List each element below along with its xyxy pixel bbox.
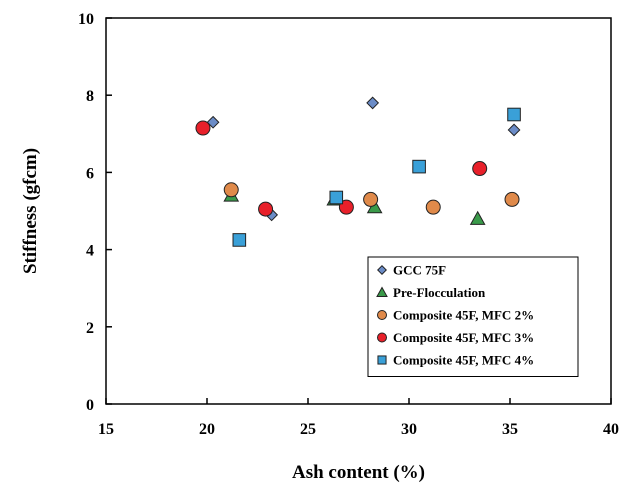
legend-marker-3 xyxy=(377,332,387,343)
y-tick-label: 2 xyxy=(86,320,94,337)
data-point-series-4-2 xyxy=(412,159,426,174)
legend-label: Pre-Flocculation xyxy=(393,285,486,300)
x-axis-title: Ash content (%) xyxy=(292,462,425,483)
y-tick-label: 6 xyxy=(86,165,94,182)
y-tick-label: 10 xyxy=(78,11,94,28)
legend-marker-2 xyxy=(377,310,387,320)
x-tick-label: 15 xyxy=(98,421,114,438)
x-tick-label: 30 xyxy=(401,421,417,438)
y-tick-label: 8 xyxy=(86,88,94,105)
legend-label: GCC 75F xyxy=(393,263,446,278)
plot-frame xyxy=(105,17,612,405)
x-tick-label: 40 xyxy=(603,421,619,438)
data-point-series-4-1 xyxy=(329,190,344,205)
x-tick-label: 35 xyxy=(502,421,518,438)
data-point-series-3-1 xyxy=(258,201,274,217)
y-tick-label: 0 xyxy=(86,397,94,414)
series-3 xyxy=(195,120,488,217)
legend: GCC 75F Pre-Flocculation Composite 45F, MF… xyxy=(367,256,579,377)
data-point-series-3-0 xyxy=(195,120,211,136)
x-tick-label: 20 xyxy=(199,421,215,438)
data-point-series-2-0 xyxy=(223,182,239,198)
axes xyxy=(105,17,612,405)
series-4 xyxy=(232,107,521,247)
legend-label: Composite 45F, MFC 3% xyxy=(393,330,534,345)
legend-marker-4 xyxy=(377,355,387,365)
y-axis-title: Stiffness (gfcm) xyxy=(20,148,41,274)
x-tick-label: 25 xyxy=(300,421,316,438)
y-tick-label: 4 xyxy=(86,243,94,260)
data-point-series-0-0 xyxy=(206,115,220,129)
data-point-series-4-0 xyxy=(232,233,247,247)
legend-label: Composite 45F, MFC 4% xyxy=(393,353,534,368)
legend-marker-1 xyxy=(376,286,388,297)
data-point-series-1-3 xyxy=(469,210,486,225)
data-point-series-0-2 xyxy=(366,96,380,110)
series-0 xyxy=(206,96,521,222)
legend-box xyxy=(367,256,579,377)
legend-marker-0 xyxy=(377,265,387,275)
data-point-series-2-3 xyxy=(504,191,520,207)
data-point-series-2-2 xyxy=(425,199,441,215)
data-point-series-3-3 xyxy=(472,161,488,177)
series-2 xyxy=(223,182,520,215)
data-point-series-0-3 xyxy=(507,123,521,137)
tick-marks xyxy=(105,17,612,405)
data-point-series-4-3 xyxy=(507,107,521,122)
data-point-series-2-1 xyxy=(363,191,379,207)
tick-labels: 15 20 25 30 35 40 0 2 4 6 8 10 xyxy=(78,11,619,438)
legend-label: Composite 45F, MFC 2% xyxy=(393,308,534,323)
data-points xyxy=(195,96,521,247)
